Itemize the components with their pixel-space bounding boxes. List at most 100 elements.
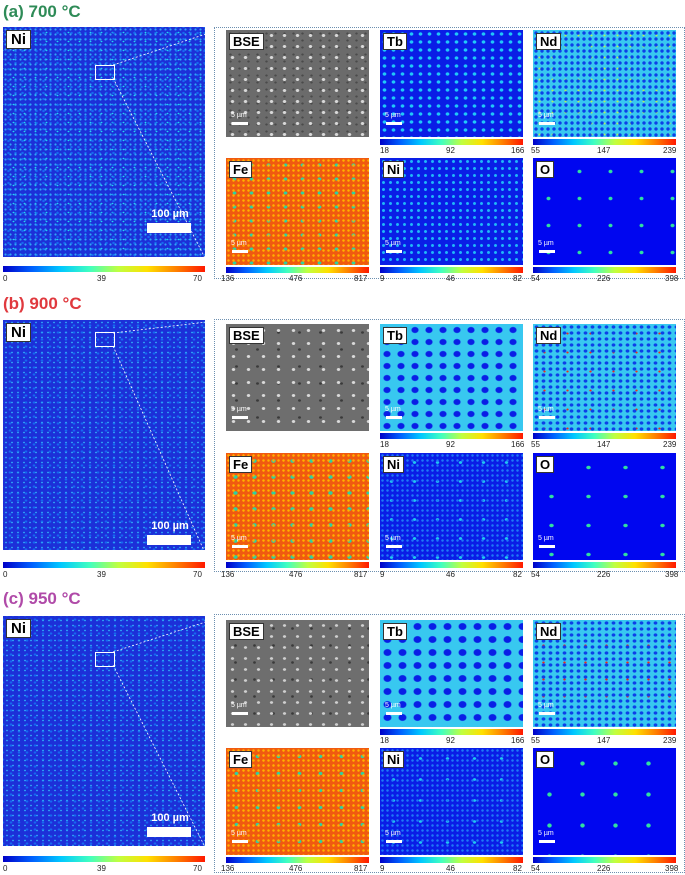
colorbar (533, 857, 676, 863)
ni-map: Ni 5 µm (380, 158, 523, 265)
colorbar-mid: 39 (97, 274, 106, 283)
fe-map: Fe 5 µm (226, 748, 369, 855)
scalebar (232, 712, 248, 715)
map-label: Nd (536, 327, 562, 344)
scalebar-label: 100 µm (151, 812, 189, 824)
colorbar-mid: 226 (597, 274, 611, 283)
colorbar-min: 136 (221, 864, 235, 873)
bse-map: BSE 5 µm (226, 30, 369, 137)
o-map: O 5 µm (533, 158, 676, 265)
colorbar-min: 136 (221, 570, 235, 579)
tb-map: Tb 5 µm (380, 30, 523, 137)
nd-map: Nd 5 µm (533, 30, 676, 137)
colorbar-max: 398 (665, 570, 679, 579)
colorbar (380, 433, 523, 439)
colorbar-mid: 147 (597, 440, 611, 449)
colorbar (380, 267, 523, 273)
scalebar (539, 122, 555, 125)
scalebar-label: 5 µm (385, 406, 401, 413)
map-label: Ni (6, 323, 31, 342)
colorbar-max: 166 (511, 440, 525, 449)
scalebar (539, 712, 555, 715)
o-map: O 5 µm (533, 748, 676, 855)
colorbar-min: 54 (531, 274, 540, 283)
scalebar-label: 5 µm (538, 830, 554, 837)
scalebar-label: 5 µm (385, 240, 401, 247)
scalebar-label: 5 µm (538, 406, 554, 413)
map-label: Tb (383, 623, 407, 640)
scalebar-label: 5 µm (538, 702, 554, 709)
scalebar-label: 5 µm (385, 112, 401, 119)
map-label: Ni (383, 751, 404, 768)
colorbar-max: 70 (193, 274, 202, 283)
colorbar-min: 54 (531, 864, 540, 873)
colorbar-mid: 476 (289, 864, 303, 873)
nd-map: Nd 5 µm (533, 620, 676, 727)
scalebar (232, 122, 248, 125)
map-label: Fe (229, 456, 253, 473)
colorbar-mid: 476 (289, 570, 303, 579)
colorbar-min: 18 (380, 146, 389, 155)
colorbar (380, 729, 523, 735)
panel-title: (a) 700 °C (3, 2, 81, 22)
colorbar-max: 166 (511, 146, 525, 155)
colorbar-mid: 226 (597, 864, 611, 873)
scalebar (147, 223, 191, 233)
map-label: Nd (536, 623, 562, 640)
colorbar-max: 82 (513, 274, 522, 283)
colorbar-min: 0 (3, 864, 8, 873)
ni-large-map: Ni 100 µm (3, 27, 205, 257)
scalebar-label: 5 µm (231, 112, 247, 119)
scalebar (232, 840, 248, 843)
map-label: Ni (6, 619, 31, 638)
map-label: Nd (536, 33, 562, 50)
colorbar (533, 729, 676, 735)
colorbar (533, 139, 676, 145)
map-label: Ni (6, 30, 31, 49)
zoom-region-box (95, 332, 115, 347)
colorbar-mid: 39 (97, 864, 106, 873)
colorbar-mid: 147 (597, 146, 611, 155)
colorbar-max: 817 (354, 570, 368, 579)
colorbar-mid: 147 (597, 736, 611, 745)
scalebar-label: 5 µm (231, 535, 247, 542)
colorbar (3, 562, 205, 568)
scalebar-label: 5 µm (231, 406, 247, 413)
scalebar-label: 100 µm (151, 520, 189, 532)
o-map: O 5 µm (533, 453, 676, 560)
colorbar (3, 266, 205, 272)
colorbar-min: 9 (380, 274, 385, 283)
nd-map: Nd 5 µm (533, 324, 676, 431)
ni-map: Ni 5 µm (380, 748, 523, 855)
colorbar-min: 136 (221, 274, 235, 283)
colorbar-min: 18 (380, 736, 389, 745)
colorbar-max: 239 (663, 146, 677, 155)
map-label: Tb (383, 327, 407, 344)
scalebar (386, 545, 402, 548)
scalebar-label: 5 µm (385, 702, 401, 709)
scalebar (147, 827, 191, 837)
panel-title: (c) 950 °C (3, 589, 81, 609)
tb-map: Tb 5 µm (380, 324, 523, 431)
colorbar (533, 433, 676, 439)
colorbar-max: 817 (354, 864, 368, 873)
colorbar-mid: 92 (446, 736, 455, 745)
scalebar-label: 5 µm (231, 830, 247, 837)
colorbar (380, 562, 523, 568)
scalebar (386, 840, 402, 843)
map-label: BSE (229, 33, 264, 50)
colorbar-min: 55 (531, 146, 540, 155)
map-label: O (536, 751, 555, 768)
colorbar-mid: 476 (289, 274, 303, 283)
colorbar-max: 817 (354, 274, 368, 283)
colorbar-max: 70 (193, 864, 202, 873)
colorbar (226, 267, 369, 273)
colorbar-min: 0 (3, 274, 8, 283)
colorbar (226, 857, 369, 863)
ni-large-map: Ni 100 µm (3, 320, 205, 550)
colorbar-max: 70 (193, 570, 202, 579)
scalebar (147, 535, 191, 545)
scalebar (232, 545, 248, 548)
ni-map: Ni 5 µm (380, 453, 523, 560)
